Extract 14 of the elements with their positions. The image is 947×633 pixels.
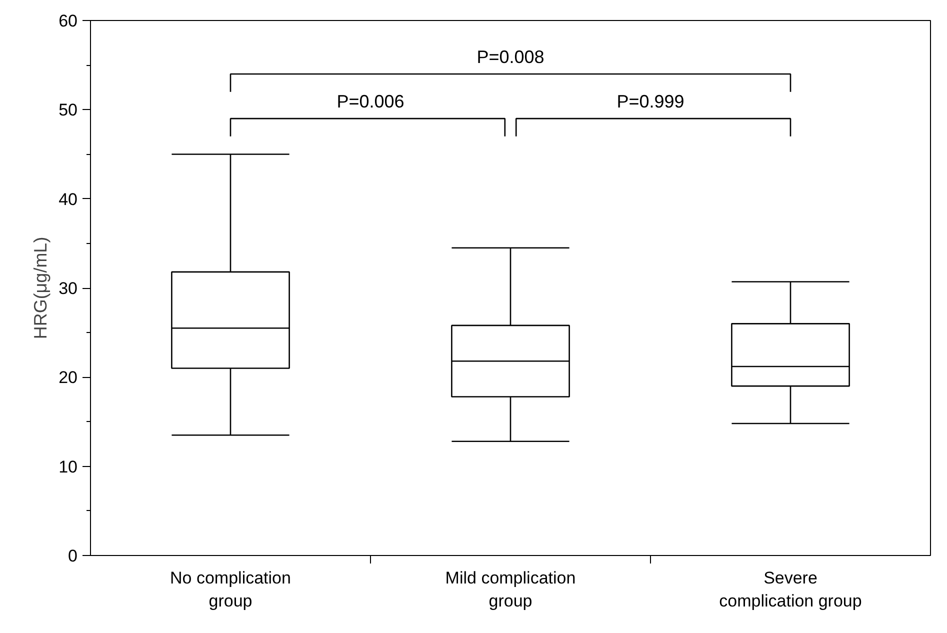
x-tick-label: Mild complication group xyxy=(445,568,576,610)
x-tick-label: No complication group xyxy=(170,568,291,610)
y-tick-label: 40 xyxy=(58,190,78,209)
y-tick-label: 50 xyxy=(58,100,78,120)
x-tick-label: Severe complication group xyxy=(719,568,862,610)
y-tick-label: 0 xyxy=(68,546,78,566)
annotation: P=0.999 xyxy=(616,91,684,112)
y-tick-label: 60 xyxy=(58,12,78,30)
y-tick-label: 20 xyxy=(58,368,78,388)
y-tick-label: 30 xyxy=(58,279,78,298)
annotation: P=0.006 xyxy=(336,91,404,112)
y-axis-title: HRG(μg/mL) xyxy=(30,236,51,340)
annotation: P=0.008 xyxy=(476,46,544,67)
y-tick-label: 10 xyxy=(58,457,78,476)
